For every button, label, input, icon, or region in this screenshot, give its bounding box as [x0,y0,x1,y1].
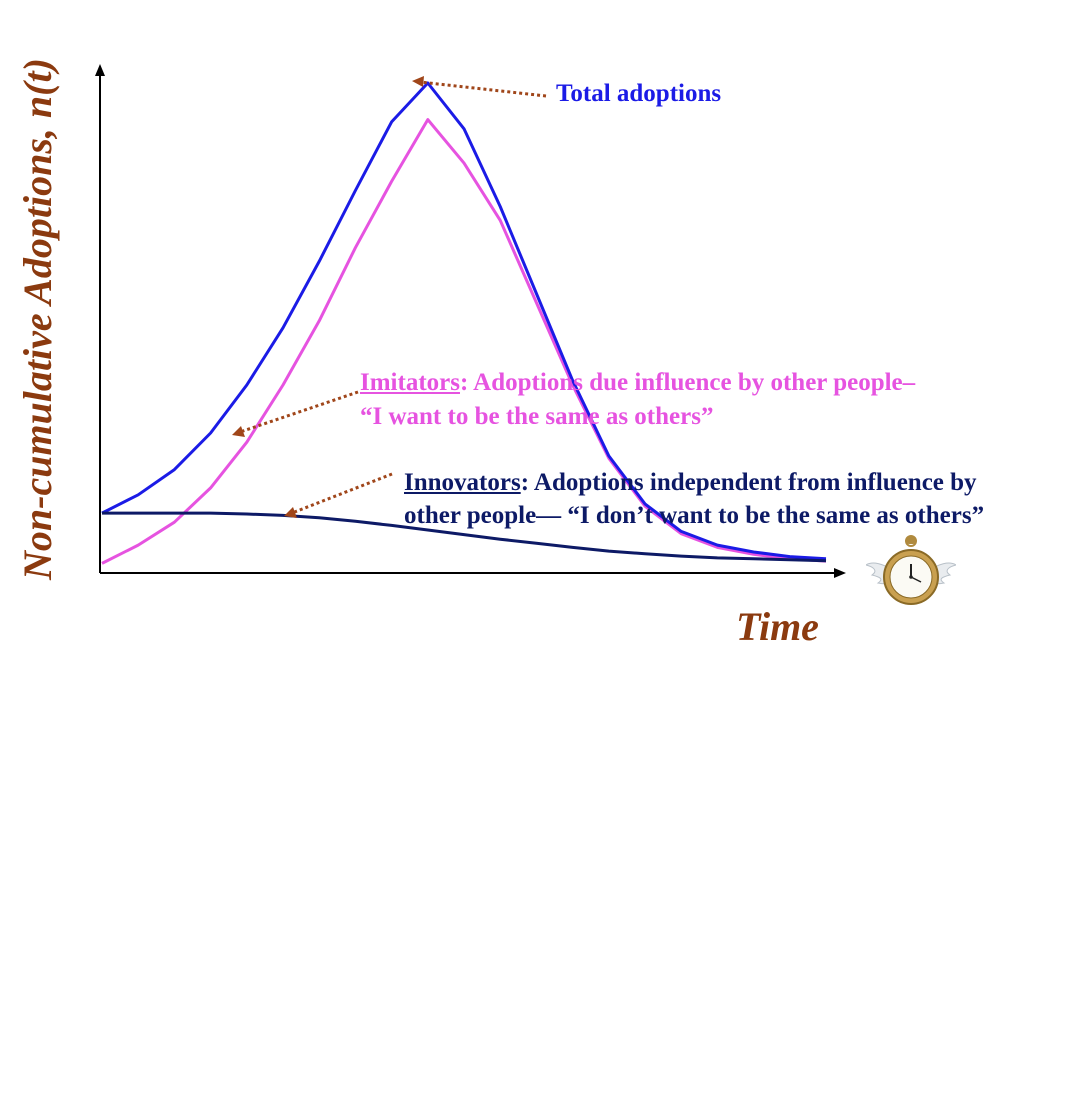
watch-bow [905,535,917,547]
imitators-heading: Imitators [360,369,460,396]
innovators-description: : Adoptions independent from influence b… [520,469,977,496]
innovators-annotation: Innovators: Adoptions independent from i… [404,466,984,532]
innovators-annotation-line1: Innovators: Adoptions independent from i… [404,466,984,499]
imitators-annotation: Imitators: Adoptions due influence by ot… [360,366,915,434]
total-pointer-arrowhead [412,76,424,87]
total-pointer-arrow [419,80,547,98]
series-layer [101,81,827,565]
watch-minute-hand [910,576,922,583]
series-line-imitators [101,118,827,565]
y-axis-label-wrap: Non-cumulative Adoptions, n(t) [10,58,62,1120]
imitators-pointer-arrow [239,390,359,434]
innovators-heading: Innovators [404,469,521,496]
winged-pocket-watch-icon [866,535,956,605]
innovators-pointer-arrow [291,472,393,515]
watch-pin [909,575,913,579]
chart-area [95,64,846,578]
imitators-annotation-line1: Imitators: Adoptions due influence by ot… [360,366,915,400]
total-adoptions-annotation: Total adoptions [556,80,722,107]
axes [95,64,846,578]
imitators-annotation-line2: “I want to be the same as others” [360,403,714,430]
annotation-arrows [232,76,547,518]
x-axis-label: Time [736,604,819,649]
y-axis-label: Non-cumulative Adoptions, n(t) [15,58,60,580]
imitators-description: : Adoptions due influence by other peopl… [459,369,916,396]
x-axis-arrow [834,568,846,578]
series-line-innovators [102,511,827,563]
innovators-annotation-line2: other people— “I don’t want to be the sa… [404,502,985,529]
watch-crown [907,537,915,544]
y-axis-arrow [95,64,105,76]
imitators-pointer-arrowhead [232,426,245,437]
innovators-pointer-arrowhead [284,507,297,518]
series-line-total-adoptions [101,81,827,561]
